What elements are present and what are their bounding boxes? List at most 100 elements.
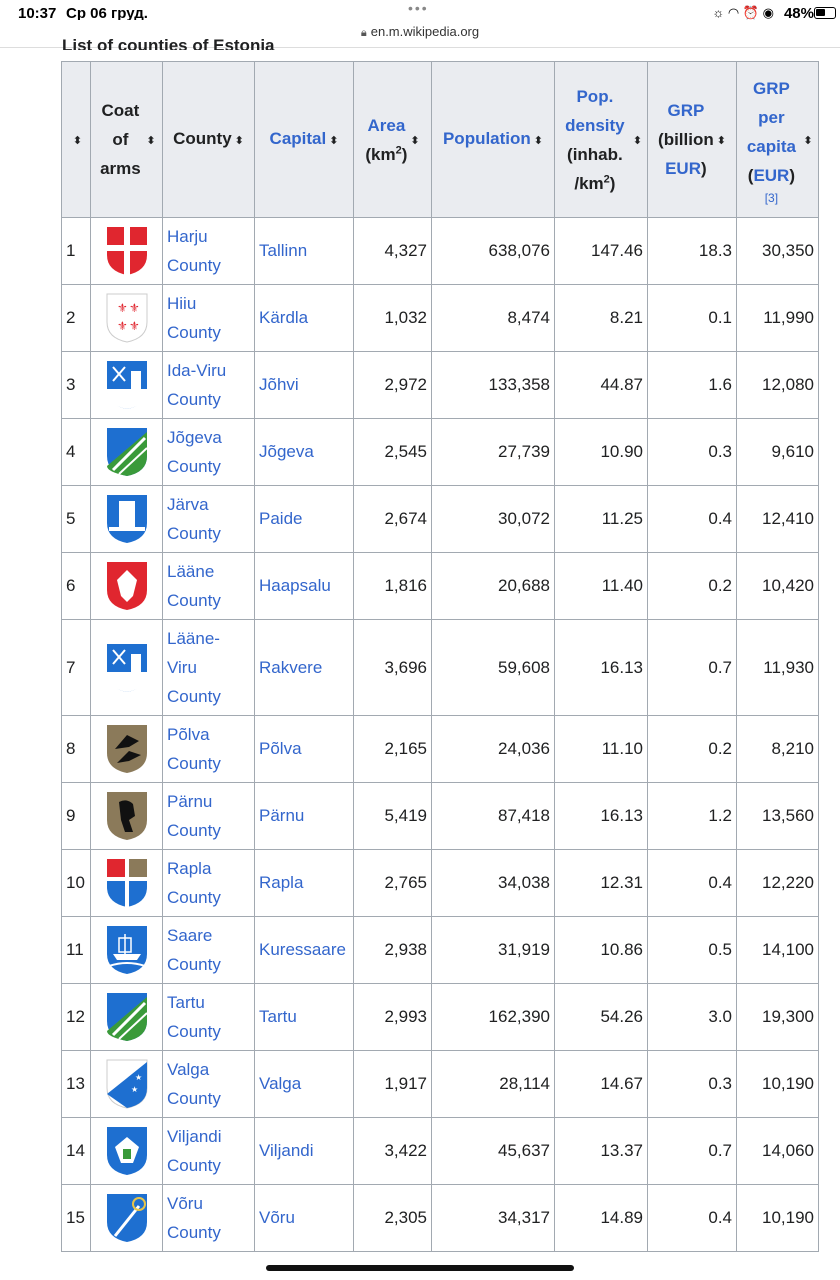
population-header[interactable]: Population ⬍ bbox=[431, 61, 555, 218]
viljandi-coat-of-arms-icon[interactable] bbox=[105, 1127, 149, 1175]
sort-icon[interactable]: ⬍ bbox=[72, 134, 83, 147]
grp-pc-eur-link[interactable]: EUR bbox=[753, 165, 790, 185]
capital-link[interactable]: Jõgeva bbox=[259, 442, 314, 461]
county-link[interactable]: County bbox=[167, 457, 221, 476]
sort-icon[interactable]: ⬍ bbox=[234, 134, 244, 147]
county-link[interactable]: Hiiu bbox=[167, 294, 197, 313]
capital-link[interactable]: Viljandi bbox=[259, 1141, 314, 1160]
tartu-coat-of-arms-icon[interactable] bbox=[105, 993, 149, 1041]
area-cell: 1,917 bbox=[353, 1050, 432, 1118]
county-link[interactable]: County bbox=[167, 390, 221, 409]
polva-coat-of-arms-icon[interactable] bbox=[105, 725, 149, 773]
county-link[interactable]: Pärnu bbox=[167, 792, 213, 811]
harju-coat-of-arms-icon[interactable] bbox=[105, 227, 149, 275]
county-link[interactable]: County bbox=[167, 687, 221, 706]
population-header-link[interactable]: Population bbox=[442, 128, 531, 148]
laane-coat-of-arms-icon[interactable] bbox=[105, 562, 149, 610]
url-text[interactable]: en.m.wikipedia.org bbox=[370, 24, 480, 39]
county-link[interactable]: Võru bbox=[167, 1194, 203, 1213]
county-link[interactable]: Viru bbox=[167, 658, 197, 677]
county-link[interactable]: Valga bbox=[167, 1060, 210, 1079]
area-cell: 2,165 bbox=[353, 715, 432, 783]
population-cell: 59,608 bbox=[431, 619, 555, 716]
capital-link[interactable]: Haapsalu bbox=[259, 576, 331, 595]
capital-link[interactable]: Valga bbox=[259, 1074, 302, 1093]
county-link[interactable]: Harju bbox=[167, 227, 208, 246]
county-link[interactable]: Järva bbox=[167, 495, 209, 514]
county-link[interactable]: County bbox=[167, 955, 221, 974]
grp-per-capita-header[interactable]: GRP per capita (EUR) [3] ⬍ bbox=[736, 61, 819, 218]
county-link[interactable]: Rapla bbox=[167, 859, 212, 878]
county-link[interactable]: County bbox=[167, 888, 221, 907]
area-header-link[interactable]: Area bbox=[367, 115, 406, 135]
population-cell: 638,076 bbox=[431, 217, 555, 285]
county-link[interactable]: County bbox=[167, 524, 221, 543]
coat-of-arms-header[interactable]: Coat of arms ⬍ bbox=[90, 61, 163, 218]
sort-icon[interactable]: ⬍ bbox=[533, 134, 544, 147]
rank-header[interactable]: ⬍ bbox=[61, 61, 91, 218]
capital-link[interactable]: Põlva bbox=[259, 739, 302, 758]
valga-coat-of-arms-icon[interactable]: ★ ★ bbox=[105, 1059, 149, 1109]
capital-link[interactable]: Võru bbox=[259, 1208, 295, 1227]
sort-icon[interactable]: ⬍ bbox=[410, 134, 420, 147]
jarva-coat-of-arms-icon[interactable] bbox=[105, 495, 149, 543]
capital-link[interactable]: Tartu bbox=[259, 1007, 297, 1026]
county-link[interactable]: Jõgeva bbox=[167, 428, 222, 447]
capital-link[interactable]: Kuressaare bbox=[259, 940, 346, 959]
laane-viru-coat-of-arms-icon[interactable] bbox=[105, 643, 149, 692]
capital-link[interactable]: Pärnu bbox=[259, 806, 305, 825]
county-link[interactable]: Lääne bbox=[167, 562, 215, 581]
capital-link[interactable]: Jõhvi bbox=[259, 375, 299, 394]
density-cell: 11.10 bbox=[554, 715, 648, 783]
county-link[interactable]: Põlva bbox=[167, 725, 210, 744]
county-link[interactable]: County bbox=[167, 1156, 221, 1175]
county-header[interactable]: County ⬍ bbox=[162, 61, 255, 218]
rapla-coat-of-arms-icon[interactable] bbox=[105, 859, 149, 907]
capital-link[interactable]: Rakvere bbox=[259, 657, 323, 677]
reference-link[interactable]: [3] bbox=[764, 190, 779, 205]
county-link[interactable]: County bbox=[167, 821, 221, 840]
county-link[interactable]: Ida-Viru bbox=[167, 361, 227, 380]
rank-cell: 14 bbox=[61, 1117, 91, 1185]
home-indicator[interactable] bbox=[266, 1265, 574, 1271]
multitask-dots-icon[interactable]: ••• bbox=[408, 0, 429, 16]
address-bar[interactable]: 🔒︎ en.m.wikipedia.org bbox=[0, 20, 840, 48]
grp-header-link[interactable]: GRP bbox=[667, 101, 705, 120]
voru-coat-of-arms-icon[interactable] bbox=[105, 1194, 149, 1242]
county-link[interactable]: County bbox=[167, 256, 221, 275]
capital-header-link[interactable]: Capital bbox=[269, 128, 327, 148]
sort-icon[interactable]: ⬍ bbox=[803, 134, 813, 147]
county-link[interactable]: Lääne- bbox=[167, 629, 220, 648]
capital-link[interactable]: Rapla bbox=[259, 873, 304, 892]
sort-icon[interactable]: ⬍ bbox=[146, 134, 156, 147]
county-link[interactable]: Viljandi bbox=[167, 1127, 222, 1146]
ida-viru-coat-of-arms-icon[interactable] bbox=[105, 361, 149, 409]
area-header[interactable]: Area (km2)⬍ bbox=[353, 61, 432, 218]
county-link[interactable]: County bbox=[167, 323, 221, 342]
jogeva-coat-of-arms-icon[interactable] bbox=[105, 428, 149, 476]
capital-link[interactable]: Kärdla bbox=[259, 308, 309, 327]
county-link[interactable]: Tartu bbox=[167, 993, 205, 1012]
saare-coat-of-arms-icon[interactable] bbox=[105, 926, 149, 974]
county-link[interactable]: County bbox=[167, 1022, 221, 1041]
grp-eur-link[interactable]: EUR bbox=[665, 159, 701, 178]
capital-link[interactable]: Paide bbox=[259, 509, 303, 528]
sort-icon[interactable]: ⬍ bbox=[716, 134, 726, 147]
density-header-link[interactable]: Pop. density bbox=[565, 86, 625, 135]
county-link[interactable]: County bbox=[167, 754, 221, 773]
svg-text:★: ★ bbox=[131, 1085, 138, 1094]
capital-link[interactable]: Tallinn bbox=[259, 241, 308, 260]
capital-header[interactable]: Capital ⬍ bbox=[254, 61, 354, 218]
sort-icon[interactable]: ⬍ bbox=[632, 134, 643, 147]
sort-icon[interactable]: ⬍ bbox=[329, 134, 339, 147]
parnu-coat-of-arms-icon[interactable] bbox=[105, 792, 149, 840]
hiiu-coat-of-arms-icon[interactable]: ⚜ ⚜ ⚜ ⚜ bbox=[105, 293, 149, 343]
density-header[interactable]: Pop. density (inhab. /km2)⬍ bbox=[554, 61, 648, 218]
grp-cell: 0.2 bbox=[647, 715, 737, 783]
county-link[interactable]: Saare bbox=[167, 926, 213, 945]
county-link[interactable]: County bbox=[167, 1223, 221, 1242]
grp-per-capita-link[interactable]: GRP per capita bbox=[746, 78, 796, 156]
county-link[interactable]: County bbox=[167, 1089, 221, 1108]
county-link[interactable]: County bbox=[167, 591, 221, 610]
grp-header[interactable]: GRP (billion EUR)⬍ bbox=[647, 61, 737, 218]
